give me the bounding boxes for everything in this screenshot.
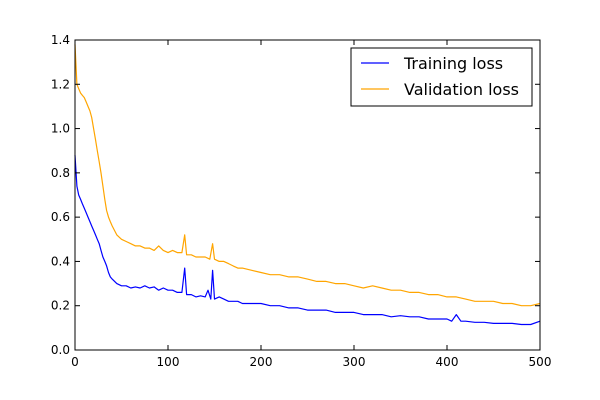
legend-label-validation-loss: Validation loss — [404, 80, 519, 99]
x-tick-label: 0 — [71, 355, 79, 369]
legend-box — [350, 47, 533, 107]
series-line-0 — [74, 155, 541, 326]
y-tick-label: 1.4 — [51, 33, 70, 47]
x-tick-label: 400 — [436, 355, 459, 369]
legend-label-training-loss: Training loss — [403, 54, 503, 73]
y-tick-label: 0.6 — [51, 210, 70, 224]
legend: Training loss Validation loss — [350, 47, 533, 107]
y-axis: 0.0 0.2 0.4 0.6 0.8 1.0 1.2 1.4 — [51, 33, 540, 357]
y-tick-label: 0.2 — [51, 299, 70, 313]
x-tick-label: 200 — [250, 355, 273, 369]
y-tick-label: 0.0 — [51, 343, 70, 357]
x-axis: 0 100 200 300 400 500 — [71, 40, 551, 369]
x-tick-label: 500 — [529, 355, 552, 369]
x-tick-label: 100 — [157, 355, 180, 369]
plot-frame — [74, 39, 541, 351]
y-tick-label: 0.8 — [51, 166, 70, 180]
x-tick-label: 300 — [343, 355, 366, 369]
series-layer — [74, 44, 541, 326]
y-tick-label: 0.4 — [51, 254, 70, 268]
y-tick-label: 1.0 — [51, 122, 70, 136]
series-line-1 — [74, 44, 541, 307]
y-tick-label: 1.2 — [51, 77, 70, 91]
